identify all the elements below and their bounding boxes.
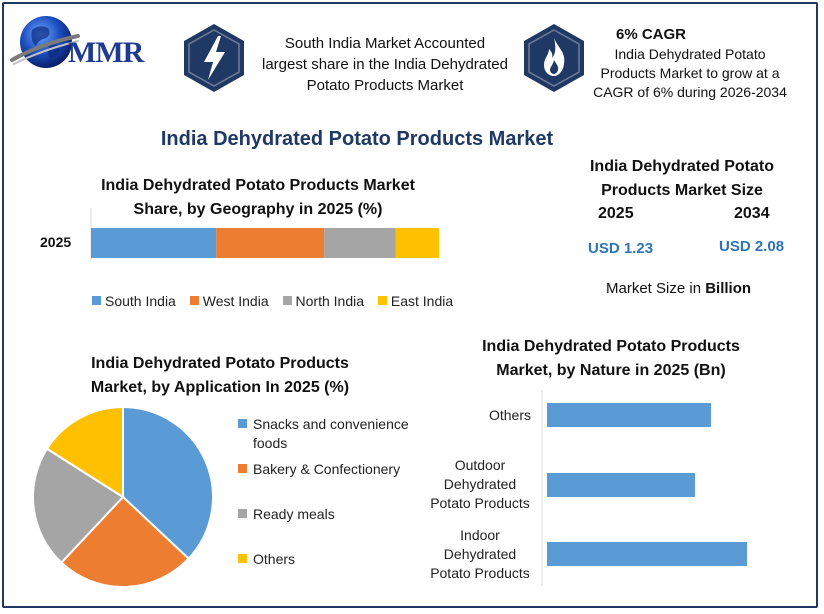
geography-legend: South India West India North India East … <box>92 293 512 309</box>
application-chart-title: India Dehydrated Potato Products Market,… <box>50 352 390 400</box>
infographic-frame <box>2 2 818 608</box>
market-size-year-2025: 2025 <box>598 205 634 222</box>
pie-slice-others <box>45 405 124 499</box>
geography-bar-segment-north-india <box>324 228 396 258</box>
geography-year-label: 2025 <box>40 234 72 250</box>
category-label-line: Indoor <box>460 527 500 543</box>
category-label-line: Potato Products <box>430 495 530 511</box>
pie-legend-item-bakery: Bakery & Confectionery <box>238 460 400 479</box>
market-size-title-line: India Dehydrated Potato <box>589 158 775 175</box>
chart-title-line: Market, by Application In 2025 (%) <box>90 379 350 396</box>
legend-swatch <box>238 464 247 473</box>
market-size-value-2034: USD 2.08 <box>719 238 785 255</box>
nature-bar-others <box>547 403 711 427</box>
logo-text: MMR <box>68 36 144 69</box>
pie-slice-snacks-and-convenience-foods <box>122 405 214 561</box>
geography-bar-segment-east-india <box>395 228 439 258</box>
legend-item-west: West India <box>189 293 269 309</box>
legend-label: West India <box>202 293 269 309</box>
highlight-line: Potato Products Market <box>306 77 464 94</box>
legend-swatch <box>92 296 101 305</box>
mmr-logo: MMR <box>10 14 170 76</box>
legend-label: North India <box>295 293 364 309</box>
cagr-title: 6% CAGR <box>616 26 687 43</box>
legend-label: Ready meals <box>253 506 335 522</box>
highlight-line: Products Market to grow at a <box>600 65 780 81</box>
legend-swatch <box>377 296 387 305</box>
application-pie-chart <box>32 405 214 588</box>
lightning-icon <box>184 24 244 92</box>
chart-title-line: India Dehydrated Potato Products Market <box>101 177 415 194</box>
legend-swatch <box>238 554 247 563</box>
category-label-line: Potato Products <box>430 565 530 581</box>
highlight-line: CAGR of 6% during 2026-2034 <box>593 84 787 100</box>
category-label-line: Dehydrated <box>443 546 517 562</box>
pie-slice-bakery-confectionery <box>59 495 191 588</box>
legend-label: East India <box>390 293 454 309</box>
legend-label: Bakery & Confectionery <box>253 461 401 477</box>
market-size-year-2034: 2034 <box>734 205 770 222</box>
chart-title-line: Share, by Geography in 2025 (%) <box>133 201 383 218</box>
chart-title-line: Market, by Nature in 2025 (Bn) <box>496 362 726 379</box>
nature-bar-outdoor <box>547 473 695 497</box>
legend-swatch <box>282 296 292 305</box>
legend-item-south: South India <box>92 293 176 309</box>
legend-swatch <box>238 509 247 518</box>
geography-bar-segment-west-india <box>216 228 325 258</box>
highlight-cagr-text: India Dehydrated Potato Products Market … <box>588 45 792 102</box>
highlight-line: largest share in the India Dehydrated <box>262 56 508 73</box>
legend-swatch <box>238 419 247 428</box>
highlight-geography-text: South India Market Accounted largest sha… <box>250 33 520 96</box>
globe-icon <box>10 16 80 68</box>
legend-label: foods <box>253 435 288 451</box>
category-label-line: Dehydrated <box>443 476 517 492</box>
legend-swatch <box>189 296 199 305</box>
pie-legend-item-ready-meals: Ready meals <box>238 505 335 524</box>
geography-chart-title: India Dehydrated Potato Products Market … <box>60 174 456 222</box>
nature-bar-chart <box>541 390 747 586</box>
market-size-note: Market Size in Billion <box>606 280 751 297</box>
market-size-title: India Dehydrated Potato Products Market … <box>572 155 792 203</box>
geography-stacked-bar-chart <box>90 208 439 260</box>
market-size-note-unit: Billion <box>705 280 752 297</box>
lightning-badge <box>178 22 250 99</box>
legend-item-north: North India <box>282 293 364 309</box>
nature-category-label-others: Others <box>458 406 562 425</box>
category-label-line: Outdoor <box>454 457 506 473</box>
legend-label: South India <box>105 293 176 309</box>
highlight-line: South India Market Accounted <box>284 35 486 52</box>
nature-category-label-indoor: Indoor Dehydrated Potato Products <box>420 526 540 583</box>
category-label-line: Others <box>488 407 531 423</box>
legend-label: Others <box>253 551 296 567</box>
chart-title-line: India Dehydrated Potato Products <box>91 355 349 372</box>
flame-badge <box>518 22 590 99</box>
market-size-title-line: Products Market Size <box>601 182 763 199</box>
pie-legend-item-others: Others <box>238 550 295 569</box>
legend-item-east: East India <box>377 293 454 309</box>
market-size-value-2025: USD 1.23 <box>588 240 654 257</box>
nature-bar-indoor <box>547 542 747 566</box>
legend-label: Snacks and convenience <box>253 416 409 432</box>
pie-slice-ready-meals <box>32 447 125 565</box>
pie-legend-item-snacks: Snacks and convenience foods <box>238 415 409 453</box>
flame-icon <box>524 24 584 92</box>
market-size-note-prefix: Market Size in <box>606 280 706 297</box>
chart-title-line: India Dehydrated Potato Products <box>482 338 740 355</box>
geography-bar-segment-south-india <box>91 228 217 258</box>
nature-category-label-outdoor: Outdoor Dehydrated Potato Products <box>420 456 540 513</box>
highlight-line: India Dehydrated Potato <box>614 46 766 62</box>
main-title: India Dehydrated Potato Products Market <box>160 128 554 150</box>
nature-chart-title: India Dehydrated Potato Products Market,… <box>456 335 766 383</box>
